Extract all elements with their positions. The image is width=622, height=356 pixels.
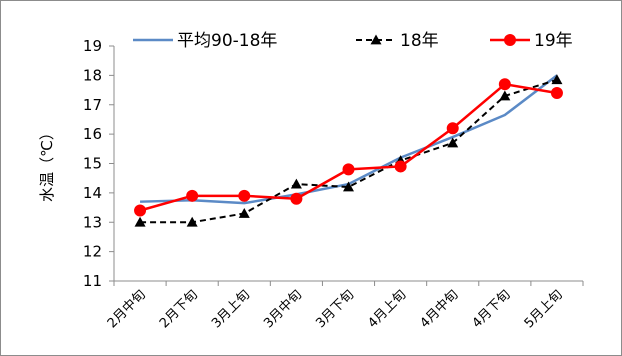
data-point-triangle [238, 207, 250, 218]
data-point-triangle [499, 90, 511, 101]
data-point-circle [504, 34, 516, 46]
data-point-triangle [370, 34, 382, 45]
data-point-circle [550, 87, 563, 99]
data-point-circle [342, 163, 355, 176]
y-tick-label: 17 [83, 96, 102, 114]
data-point-circle [290, 192, 303, 205]
data-point-circle [446, 122, 459, 135]
data-point-triangle [186, 216, 198, 227]
series-18年 [134, 74, 563, 227]
x-tick-label: 3月中旬 [261, 287, 305, 331]
x-tick-label: 2月中旬 [105, 287, 149, 331]
x-tick-label: 3月上旬 [209, 287, 253, 331]
data-point-triangle [290, 178, 302, 189]
series-19年 [134, 78, 563, 217]
x-tick-label: 4月中旬 [418, 287, 462, 331]
data-point-circle [238, 189, 251, 202]
x-tick-label: 5月上旬 [522, 287, 566, 331]
data-point-circle [186, 189, 199, 202]
legend-item: 18年 [356, 31, 439, 51]
y-tick-label: 13 [83, 213, 102, 231]
data-point-triangle [343, 181, 354, 192]
x-tick-label: 2月下旬 [157, 287, 201, 331]
y-axis-title: 水温（℃） [38, 125, 56, 202]
y-tick-label: 19 [83, 37, 102, 55]
legend: 平均90-18年 18年 19年 [133, 31, 573, 51]
data-point-triangle [551, 74, 563, 85]
y-tick-label: 15 [83, 155, 102, 173]
data-point-circle [498, 78, 511, 91]
y-tick-label: 14 [83, 184, 102, 202]
data-point-circle [134, 204, 147, 217]
data-point-circle [394, 160, 407, 173]
legend-label: 平均90-18年 [177, 31, 277, 51]
x-tick-label: 4月上旬 [365, 287, 409, 331]
x-tick-label: 3月下旬 [313, 287, 357, 331]
y-tick-label: 16 [83, 125, 102, 143]
series-group [134, 74, 563, 227]
y-tick-label: 18 [83, 66, 102, 84]
series-line [139, 82, 558, 212]
y-tick-label: 12 [83, 243, 102, 261]
y-tick-label: 11 [83, 272, 102, 290]
legend-item: 平均90-18年 [133, 31, 277, 51]
data-point-triangle [447, 137, 459, 148]
data-point-triangle [134, 216, 146, 227]
legend-item: 19年 [490, 31, 573, 51]
legend-label: 18年 [400, 31, 439, 51]
x-tick-label: 4月下旬 [470, 287, 514, 331]
legend-label: 19年 [534, 31, 573, 51]
